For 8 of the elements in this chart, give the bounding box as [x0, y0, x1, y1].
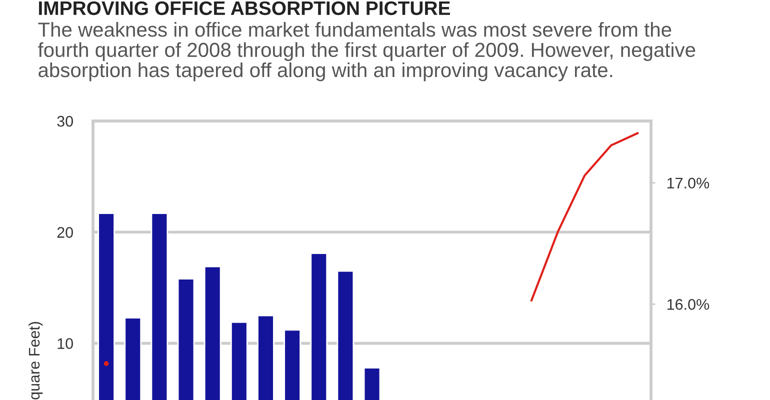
y-tick-label: 20 — [57, 227, 73, 238]
y2-tick-label: 17.0% — [667, 178, 710, 189]
y-tick-label: 10 — [58, 338, 73, 349]
y-tick-label: 30 — [57, 116, 73, 127]
y2-tick-label: 16.0% — [667, 299, 710, 310]
chart-subtitle: The weakness in office market fundamentals was most severe from the fourth quarter of 2008 through the first quarter of 2009. However, negative absorption has tapered off along with an improving vacancy rate. — [38, 22, 696, 82]
y-axis-title: quare Feet) — [28, 322, 43, 400]
chart-title: IMPROVING OFFICE ABSORPTION PICTURE — [39, 1, 450, 16]
